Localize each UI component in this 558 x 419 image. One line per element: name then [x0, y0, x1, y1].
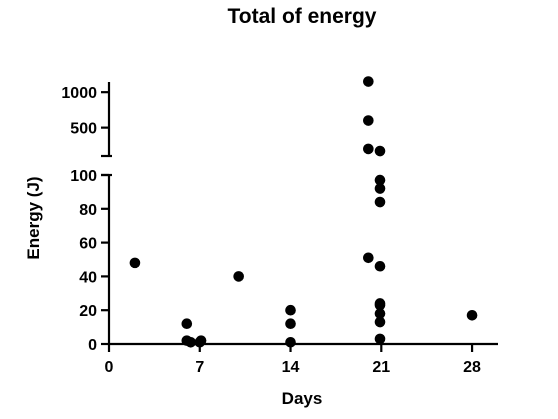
- x-tick-label: 21: [372, 359, 390, 376]
- data-point: [374, 260, 386, 272]
- y-tick-label: 80: [79, 202, 97, 219]
- y-tick-label: 40: [79, 269, 97, 286]
- data-point: [185, 337, 196, 348]
- x-tick-label: 0: [105, 359, 114, 376]
- data-point: [195, 335, 207, 346]
- data-point: [363, 252, 374, 264]
- data-point: [285, 304, 296, 316]
- data-point: [181, 318, 193, 330]
- data-point: [129, 257, 141, 269]
- data-point: [374, 174, 386, 186]
- y-tick-label: 100: [70, 168, 97, 185]
- y-tick-label: 20: [79, 303, 97, 320]
- data-point: [374, 333, 386, 345]
- data-point: [363, 76, 374, 87]
- data-point: [466, 309, 478, 321]
- data-point: [374, 308, 386, 319]
- chart-title: Total of energy: [228, 5, 377, 28]
- y-tick-label: 500: [70, 121, 97, 138]
- x-tick-label: 28: [463, 359, 481, 376]
- y-ticks: 0 20 40 60 80 100 500 1000: [61, 85, 109, 354]
- data-point: [374, 316, 386, 328]
- x-tick-label: 14: [282, 359, 300, 376]
- x-ticks: 0 7 14 21 28: [105, 344, 481, 376]
- x-tick-label: 7: [195, 359, 204, 376]
- data-point: [374, 145, 386, 157]
- y-tick-label: 60: [79, 236, 97, 253]
- data-point: [285, 337, 296, 348]
- data-point: [285, 318, 296, 330]
- x-axis-label: Days: [282, 389, 323, 408]
- data-points: [129, 76, 478, 348]
- data-point: [374, 183, 386, 194]
- data-point: [363, 143, 374, 155]
- data-point: [233, 271, 244, 282]
- data-point: [374, 196, 386, 208]
- data-point: [374, 299, 386, 311]
- y-tick-label: 0: [88, 337, 97, 354]
- data-point: [363, 115, 374, 126]
- y-axis-label: Energy (J): [24, 176, 43, 259]
- y-tick-label: 1000: [61, 85, 97, 102]
- axes: [101, 82, 498, 346]
